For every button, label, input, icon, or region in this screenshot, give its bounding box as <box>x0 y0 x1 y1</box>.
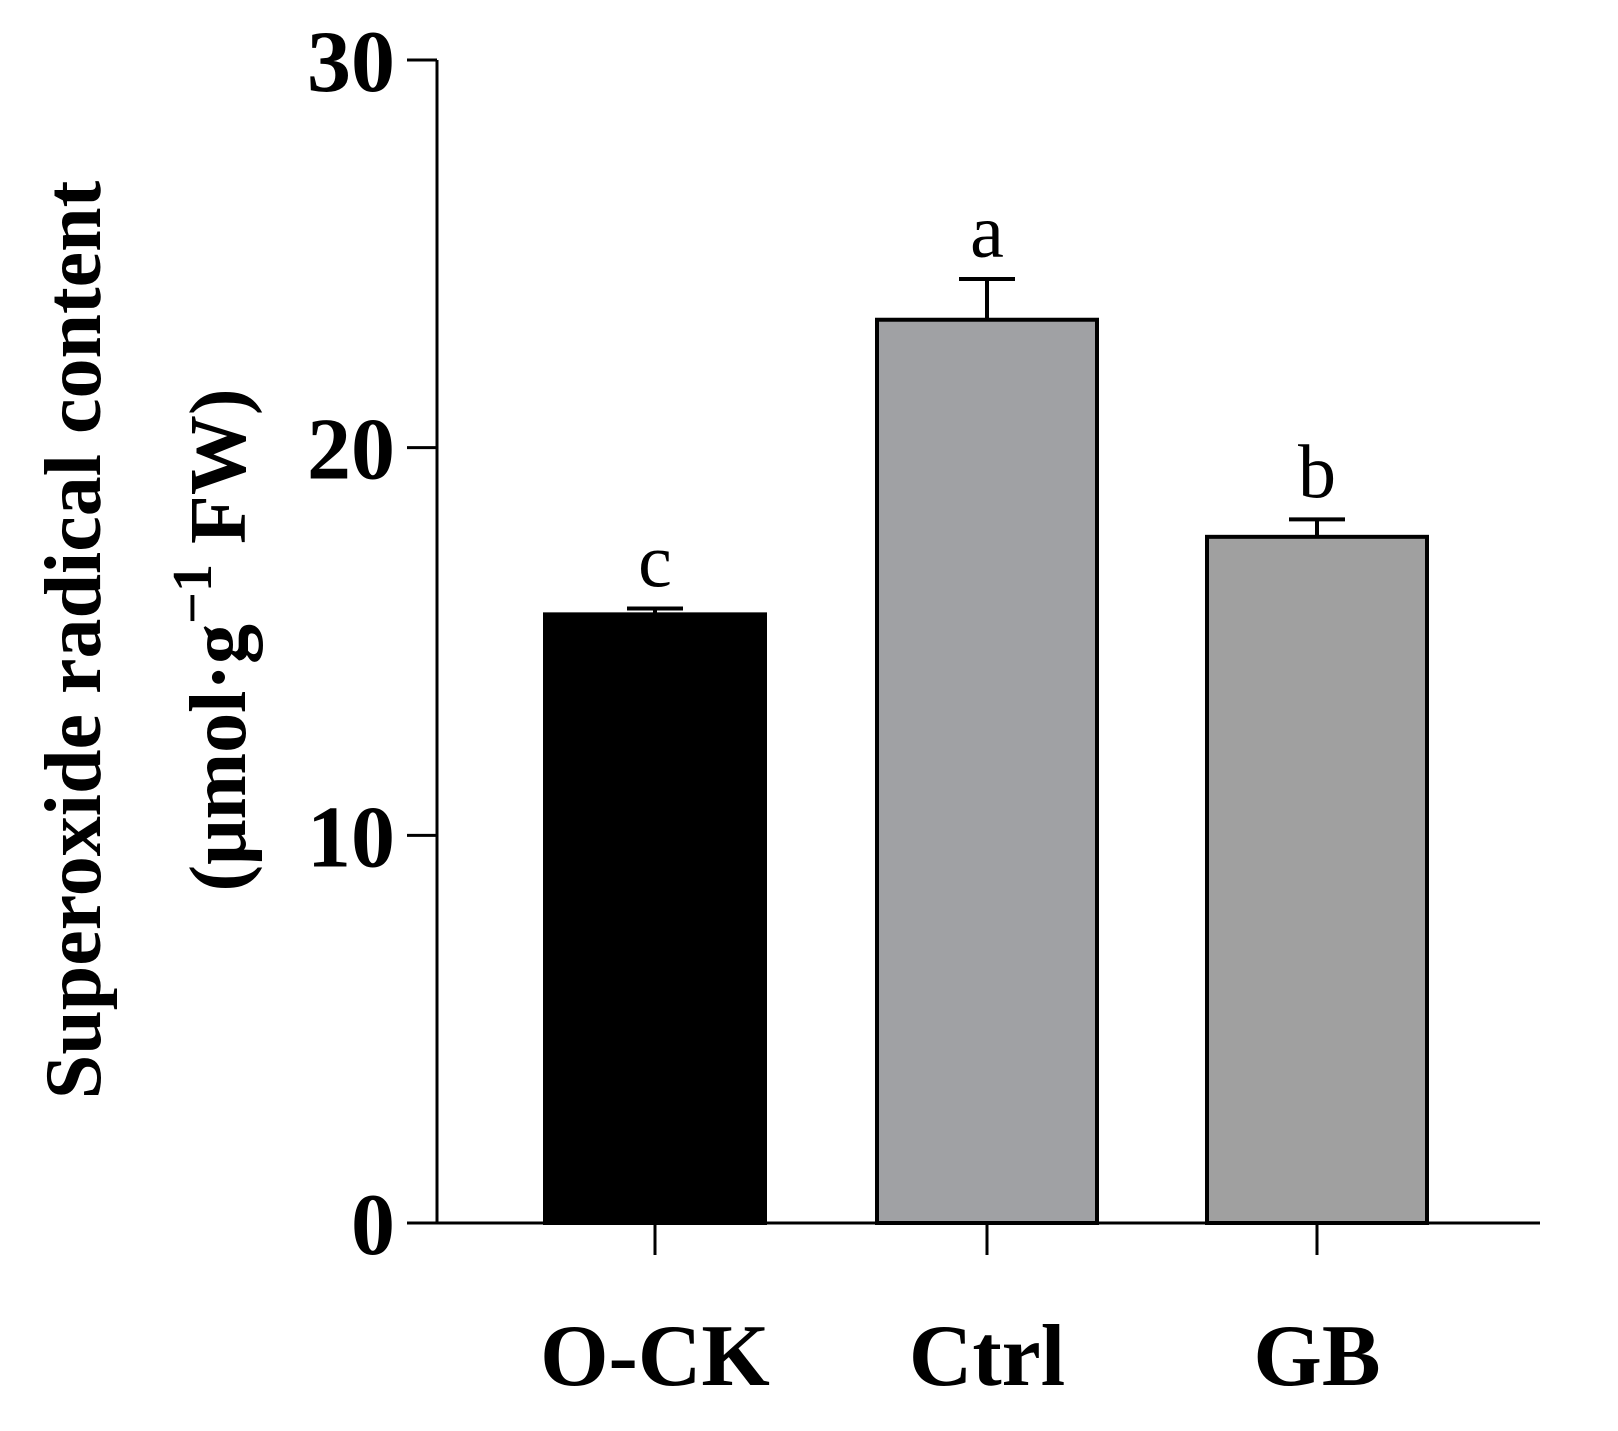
significance-label-Ctrl: a <box>970 190 1004 274</box>
bars: c a b <box>543 190 1429 1225</box>
y-tick-label-0: 0 <box>351 1177 395 1274</box>
bar-Ctrl <box>875 317 1099 1225</box>
significance-label-GB: b <box>1298 430 1336 514</box>
x-tick-label-Ctrl: Ctrl <box>909 1308 1065 1405</box>
x-ticks: O-CK Ctrl GB <box>540 1223 1381 1405</box>
y-tick-label-1: 10 <box>307 789 395 886</box>
y-axis-label-line2: (μmol·g−1 FW) <box>162 389 263 892</box>
bar-O-CK <box>543 612 767 1225</box>
y-tick-label-2: 20 <box>307 402 395 499</box>
y-ticks: 0 10 20 30 <box>307 14 437 1274</box>
x-tick-label-O-CK: O-CK <box>540 1308 770 1405</box>
bar-group-O-CK: c <box>543 520 767 1225</box>
y-axis-label-line1: Superoxide radical content <box>30 180 118 1099</box>
bar-group-Ctrl: a <box>875 190 1099 1225</box>
significance-label-O-CK: c <box>638 520 672 604</box>
bar-group-GB: b <box>1205 430 1429 1225</box>
y-axis-label-unit-suffix: FW) <box>175 389 263 565</box>
bar-GB <box>1205 534 1429 1225</box>
y-axis-label: Superoxide radical content (μmol·g−1 FW) <box>30 180 263 1099</box>
y-tick-label-3: 30 <box>307 14 395 111</box>
x-tick-label-GB: GB <box>1253 1308 1380 1405</box>
y-axis-label-unit-prefix: (μmol·g <box>175 624 263 892</box>
y-axis-label-unit-exponent: −1 <box>162 564 224 624</box>
